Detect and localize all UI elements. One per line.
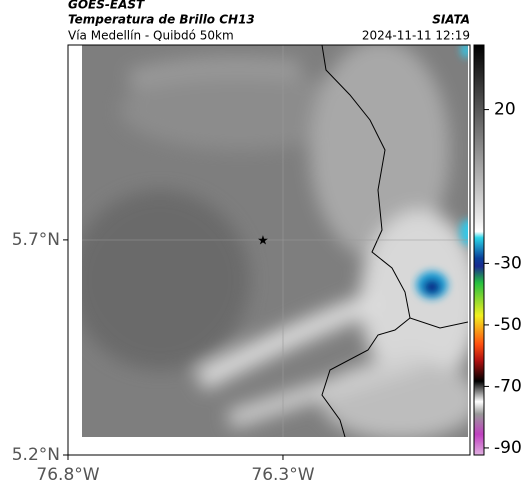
colorbar-tick-label: -90 [494, 438, 522, 458]
map-frame [67, 44, 471, 456]
timestamp: 2024-11-11 12:19 [362, 29, 470, 43]
y-tick-label: 5.2°N [12, 445, 60, 465]
x-tick-label: 76.8°W [36, 465, 99, 485]
colorbar-tick-label: -30 [494, 253, 522, 273]
satellite-image: ★ [82, 45, 468, 437]
region: Vía Medellín - Quibdó 50km [68, 29, 234, 43]
y-tick-label: 5.7°N [12, 230, 60, 250]
colorbar-tick-label: -50 [494, 315, 522, 335]
satellite: GOES-EAST [68, 0, 145, 12]
product: Temperatura de Brillo CH13 [68, 13, 255, 27]
source: SIATA [432, 13, 470, 27]
svg-text:★: ★ [257, 234, 269, 249]
colorbar [473, 44, 485, 456]
colorbar-tick-label: 20 [494, 100, 516, 120]
colorbar-tick-label: -70 [494, 376, 522, 396]
x-tick-label: 76.3°W [251, 465, 314, 485]
